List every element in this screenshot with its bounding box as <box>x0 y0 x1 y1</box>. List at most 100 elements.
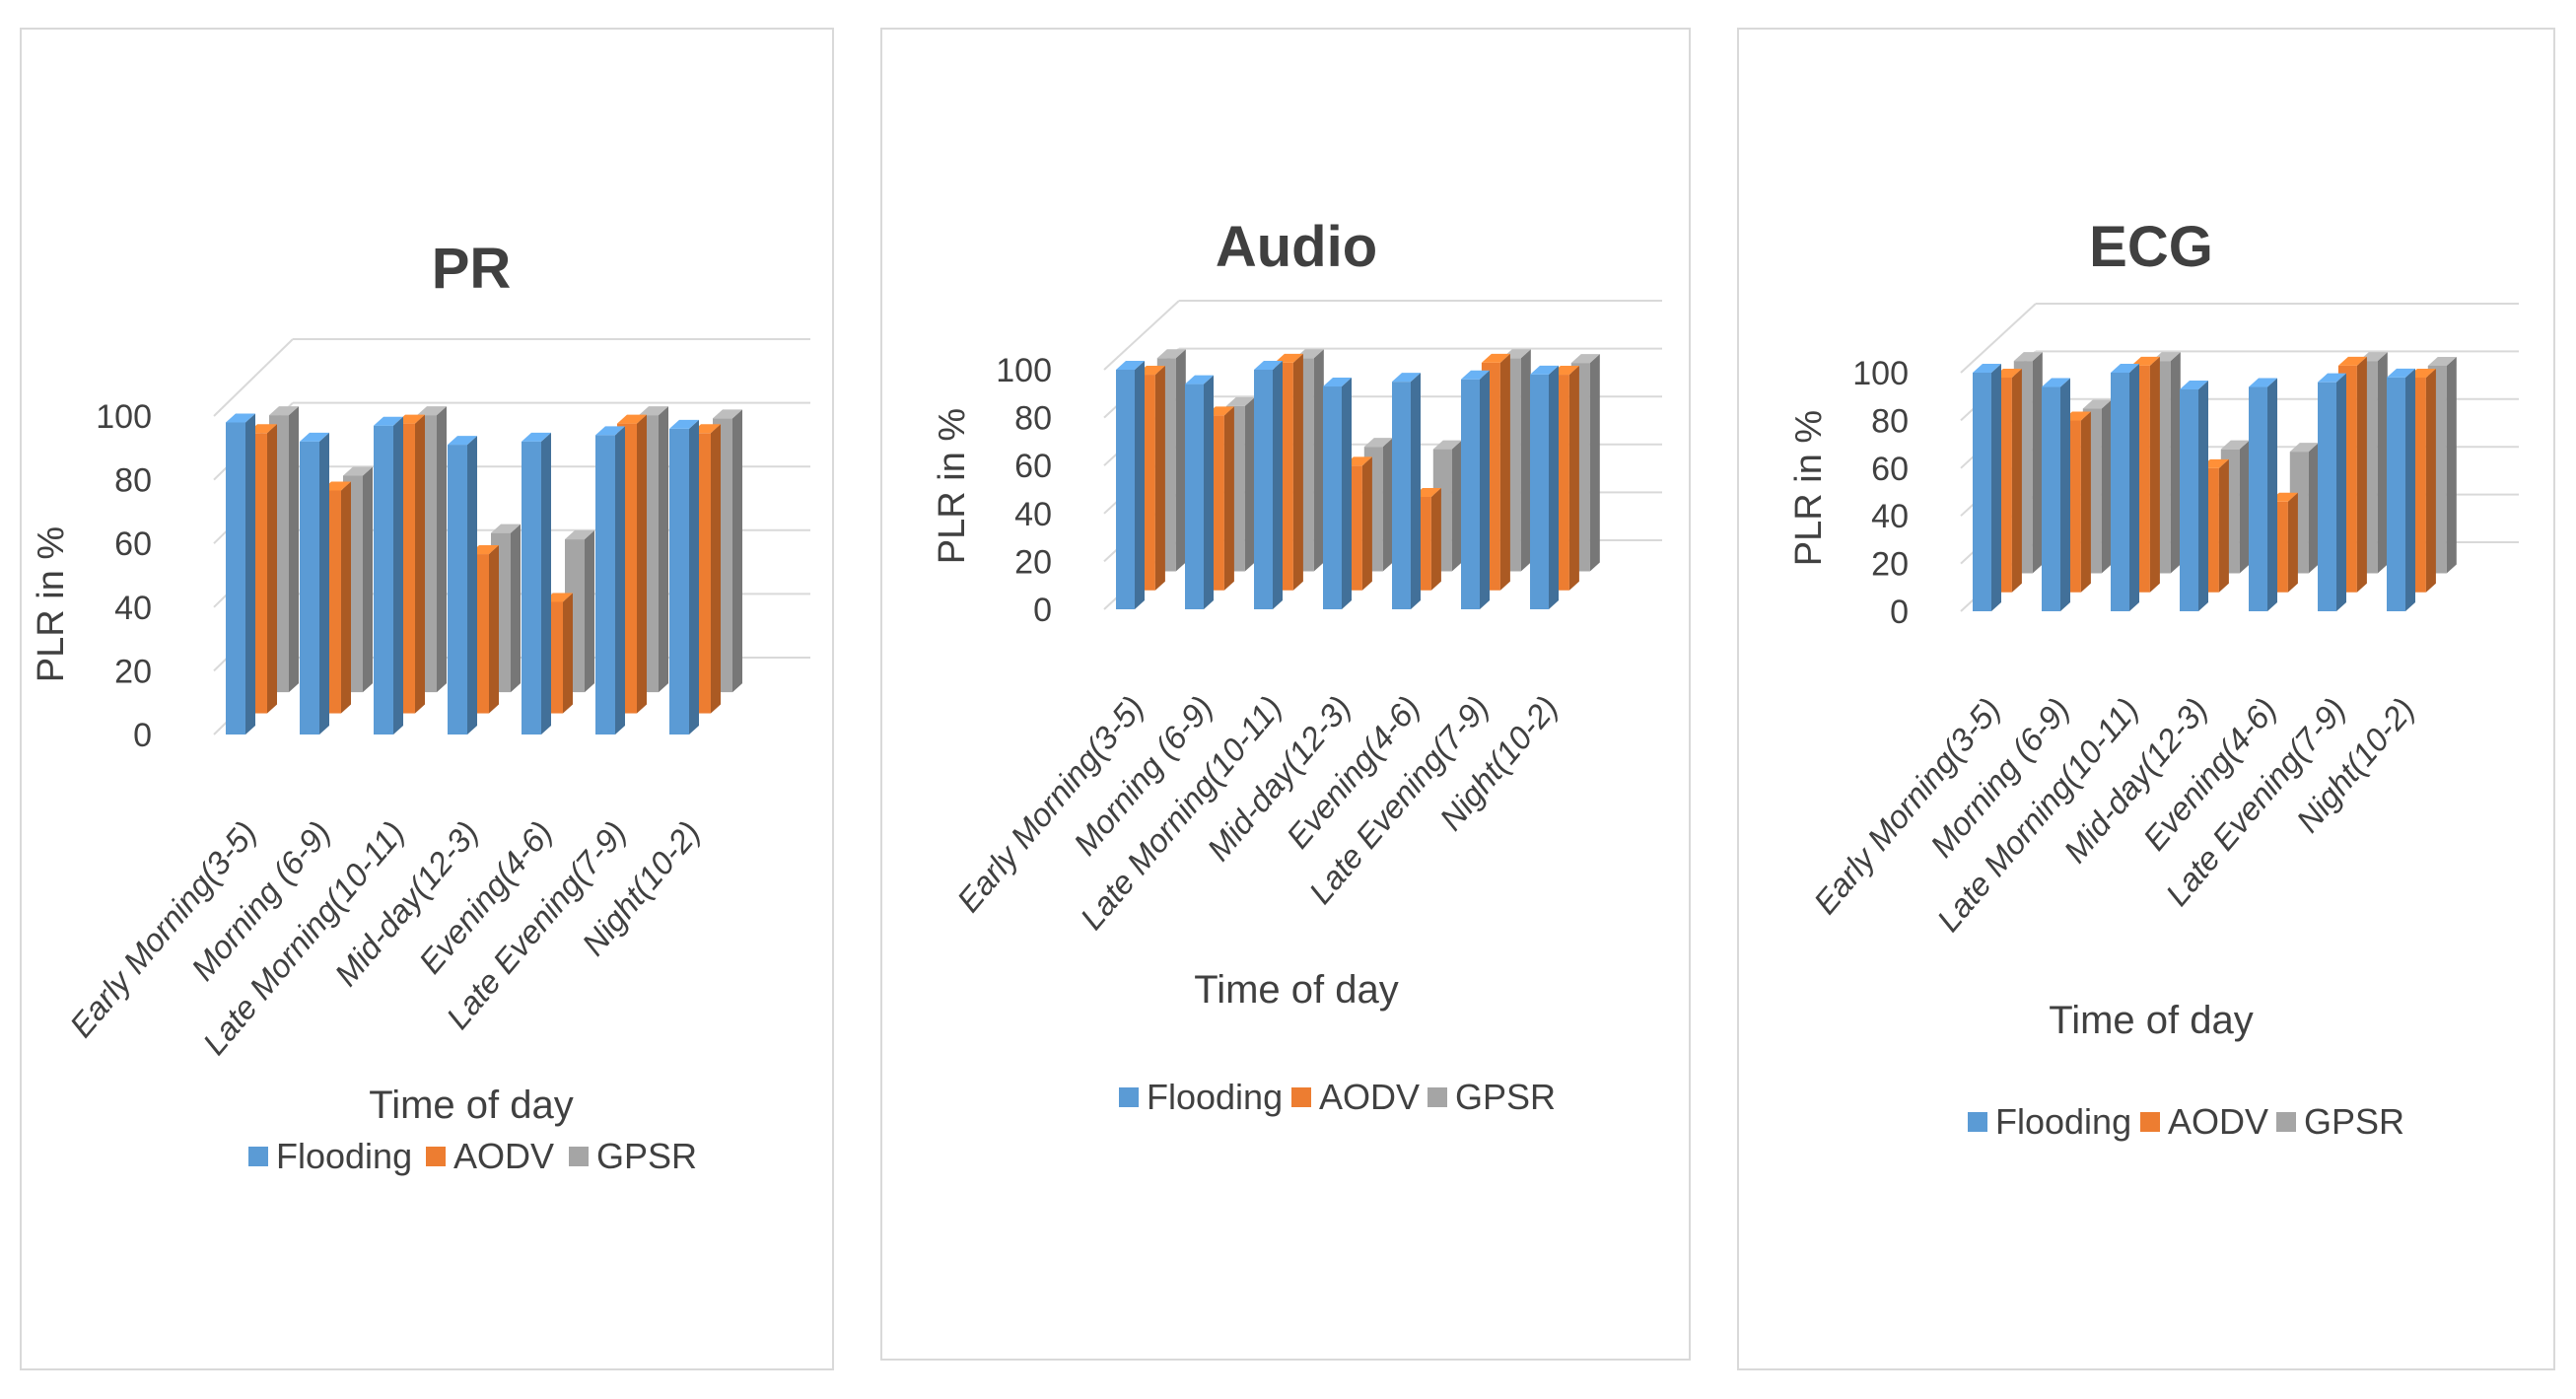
bar-top <box>1461 370 1490 380</box>
bar-top <box>565 530 594 540</box>
bar-top <box>2220 440 2250 450</box>
bar-top <box>1392 373 1421 383</box>
bar-side <box>689 419 699 734</box>
bar-flooding-night-10-2 <box>1530 365 1559 609</box>
bar-side <box>2446 356 2457 574</box>
bar-top <box>2013 352 2043 362</box>
legend-swatch-flooding <box>248 1147 268 1166</box>
bar-top <box>2249 378 2277 387</box>
bar-top <box>1225 396 1255 406</box>
bar-top <box>617 414 647 424</box>
bar-flooding-late-evening-7-9 <box>2318 373 2346 611</box>
legend-label-flooding: Flooding <box>1995 1101 2131 1142</box>
bar-side <box>1175 349 1186 572</box>
bar-flooding-late-morning-10-11 <box>374 416 403 734</box>
bar-front <box>226 422 245 734</box>
bar-side <box>563 593 573 714</box>
bar-side <box>2425 368 2436 593</box>
bar-front <box>595 435 615 734</box>
bar-side <box>511 524 521 693</box>
bar-side <box>489 545 499 714</box>
y-tick-label: 40 <box>1014 496 1052 533</box>
y-tick-label: 20 <box>1871 546 1909 584</box>
bar-side <box>289 406 299 693</box>
legend-swatch-flooding <box>1968 1112 1987 1132</box>
bar-front <box>448 445 467 734</box>
y-tick-label: 40 <box>114 590 152 627</box>
bar-top <box>1116 361 1145 370</box>
legend-label-gpsr: GPSR <box>596 1136 697 1176</box>
y-tick-label: 80 <box>114 462 152 500</box>
x-axis-title: Time of day <box>369 1084 573 1127</box>
bar-side <box>319 432 329 734</box>
bar-front <box>2180 388 2198 611</box>
bar-flooding-late-morning-10-11 <box>1254 361 1283 609</box>
bar-side <box>341 481 351 714</box>
bar-front <box>1323 386 1342 609</box>
x-axis-title: Time of day <box>2049 999 2253 1042</box>
bar-front <box>374 425 393 734</box>
bar-side <box>1568 366 1579 591</box>
bar-front <box>2387 377 2405 611</box>
bar-top <box>1185 375 1214 385</box>
gridline-depth <box>213 338 294 417</box>
bar-top <box>1973 364 2001 373</box>
bar-gpsr-evening-4-6 <box>565 530 594 693</box>
gridline-depth <box>1960 303 2037 374</box>
bar-top <box>2130 356 2160 366</box>
y-tick-label: 80 <box>1014 400 1052 438</box>
bar-top <box>2387 368 2415 378</box>
legend-label-flooding: Flooding <box>276 1136 412 1176</box>
bar-front <box>1116 370 1135 609</box>
gridline-depth <box>1103 300 1180 371</box>
bar-side <box>2239 440 2250 574</box>
bar-top <box>2289 443 2319 453</box>
y-tick-label: 60 <box>1014 448 1052 485</box>
bar-side <box>2129 364 2139 611</box>
chart-panel-audio: Audio 0 20 40 60 80 100 Early Morning(3-5) Morni… <box>880 28 1691 1361</box>
bar-side <box>2377 352 2388 574</box>
chart-title: Audio <box>1216 215 1377 279</box>
bar-top <box>2337 356 2367 366</box>
legend-label-flooding: Flooding <box>1147 1077 1283 1117</box>
bar-side <box>1480 370 1490 609</box>
bar-side <box>1499 353 1510 591</box>
bar-front <box>669 428 689 734</box>
bar-side <box>1430 487 1441 591</box>
bar-front <box>2111 373 2129 611</box>
bar-flooding-mid-day-12-3 <box>1323 378 1352 609</box>
bar-side <box>2170 352 2181 574</box>
bar-side <box>615 426 625 734</box>
bar-side <box>1991 364 2001 611</box>
legend-label-gpsr: GPSR <box>2304 1101 2404 1142</box>
bar-flooding-night-10-2 <box>2387 368 2415 611</box>
bar-side <box>2060 378 2070 611</box>
bar-side <box>2011 368 2022 593</box>
y-axis-title: PLR in % <box>932 408 973 564</box>
bar-front <box>1185 384 1204 609</box>
legend-swatch-gpsr <box>2276 1112 2296 1132</box>
chart-title: PR <box>432 237 512 301</box>
bar-top <box>1432 440 1462 450</box>
bar-front <box>1254 370 1273 609</box>
bar-flooding-evening-4-6 <box>1392 373 1421 609</box>
bar-side <box>2218 458 2229 593</box>
chart-panel-pr: PR 0 20 40 60 80 100 Early Morning(3-5) Morning … <box>20 28 834 1370</box>
bar-flooding-night-10-2 <box>669 419 699 734</box>
bar-side <box>1244 396 1255 572</box>
bar-side <box>1382 438 1393 572</box>
bar-front <box>522 441 541 734</box>
bar-top <box>639 406 668 416</box>
bar-top <box>343 466 373 476</box>
bar-top <box>417 406 447 416</box>
bar-side <box>1292 353 1303 591</box>
legend-swatch-aodv <box>1291 1087 1311 1107</box>
bar-top <box>2180 380 2208 389</box>
bar-top <box>2111 364 2139 373</box>
bar-top <box>2042 378 2070 387</box>
bar-side <box>732 409 742 693</box>
bar-front <box>1973 373 1991 611</box>
legend-swatch-gpsr <box>1427 1087 1447 1107</box>
